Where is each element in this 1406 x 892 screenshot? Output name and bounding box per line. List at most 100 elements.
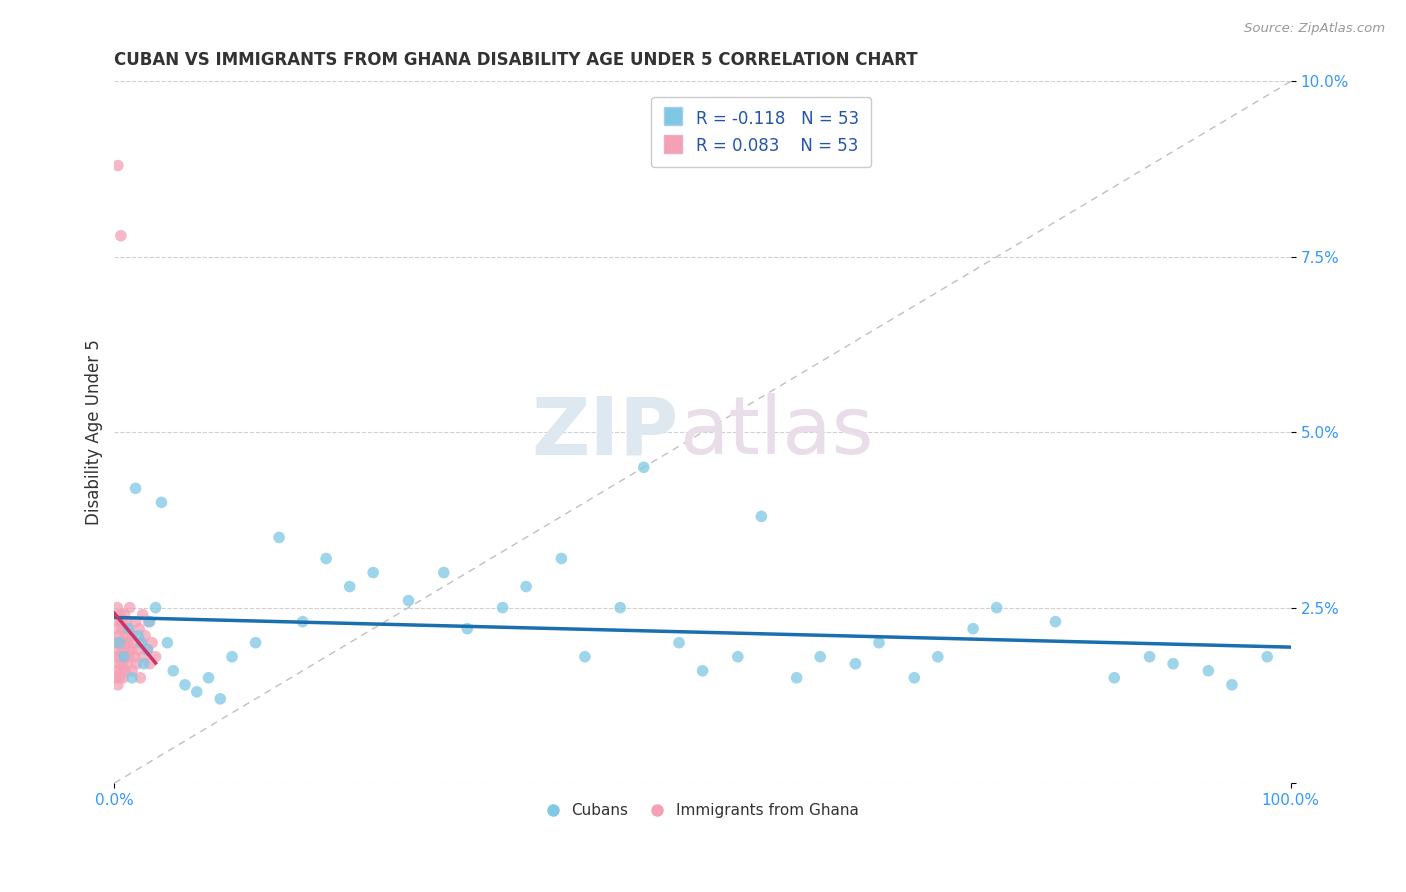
Point xyxy=(107,636,129,650)
Point xyxy=(162,664,184,678)
Point xyxy=(121,629,143,643)
Point xyxy=(108,657,131,671)
Point xyxy=(515,580,537,594)
Point xyxy=(138,615,160,629)
Point xyxy=(110,615,132,629)
Point xyxy=(127,642,149,657)
Point xyxy=(107,615,129,629)
Point xyxy=(145,600,167,615)
Point xyxy=(114,664,136,678)
Point xyxy=(110,636,132,650)
Point xyxy=(117,649,139,664)
Point xyxy=(117,622,139,636)
Point xyxy=(141,636,163,650)
Point xyxy=(986,600,1008,615)
Point xyxy=(120,642,142,657)
Point xyxy=(127,629,149,643)
Point xyxy=(609,600,631,615)
Point xyxy=(134,629,156,643)
Point xyxy=(132,657,155,671)
Point xyxy=(117,657,139,671)
Point xyxy=(105,664,128,678)
Point xyxy=(550,551,572,566)
Point xyxy=(107,159,129,173)
Point xyxy=(339,580,361,594)
Point xyxy=(107,678,129,692)
Point xyxy=(962,622,984,636)
Point xyxy=(456,622,478,636)
Point xyxy=(398,593,420,607)
Point xyxy=(315,551,337,566)
Point xyxy=(115,615,138,629)
Point xyxy=(1104,671,1126,685)
Point xyxy=(112,636,135,650)
Point xyxy=(1139,649,1161,664)
Y-axis label: Disability Age Under 5: Disability Age Under 5 xyxy=(86,339,103,525)
Point xyxy=(112,649,135,664)
Point xyxy=(808,649,831,664)
Point xyxy=(692,664,714,678)
Point xyxy=(118,600,141,615)
Point xyxy=(104,671,127,685)
Point xyxy=(1256,649,1278,664)
Point xyxy=(105,600,128,615)
Point xyxy=(112,649,135,664)
Point xyxy=(128,622,150,636)
Point xyxy=(156,636,179,650)
Point xyxy=(291,615,314,629)
Point xyxy=(245,636,267,650)
Point xyxy=(110,228,132,243)
Point xyxy=(209,691,232,706)
Point xyxy=(751,509,773,524)
Point xyxy=(221,649,243,664)
Point xyxy=(115,642,138,657)
Point xyxy=(927,649,949,664)
Point xyxy=(124,649,146,664)
Point xyxy=(110,607,132,622)
Point xyxy=(668,636,690,650)
Point xyxy=(124,481,146,495)
Point xyxy=(110,649,132,664)
Point xyxy=(197,671,219,685)
Point xyxy=(114,629,136,643)
Point xyxy=(269,531,291,545)
Point xyxy=(117,622,139,636)
Point xyxy=(132,649,155,664)
Point xyxy=(633,460,655,475)
Point xyxy=(131,607,153,622)
Point xyxy=(1161,657,1184,671)
Point xyxy=(112,607,135,622)
Text: ZIP: ZIP xyxy=(531,393,679,471)
Point xyxy=(124,615,146,629)
Point xyxy=(125,657,148,671)
Point xyxy=(868,636,890,650)
Point xyxy=(108,636,131,650)
Point xyxy=(150,495,173,509)
Point xyxy=(108,671,131,685)
Point xyxy=(105,622,128,636)
Point xyxy=(122,636,145,650)
Point xyxy=(108,629,131,643)
Point xyxy=(1197,664,1219,678)
Point xyxy=(105,649,128,664)
Point xyxy=(121,671,143,685)
Point xyxy=(111,642,134,657)
Point xyxy=(136,642,159,657)
Text: CUBAN VS IMMIGRANTS FROM GHANA DISABILITY AGE UNDER 5 CORRELATION CHART: CUBAN VS IMMIGRANTS FROM GHANA DISABILIT… xyxy=(114,51,918,69)
Text: atlas: atlas xyxy=(679,393,873,471)
Point xyxy=(131,636,153,650)
Point xyxy=(727,649,749,664)
Point xyxy=(361,566,384,580)
Point xyxy=(574,649,596,664)
Text: Source: ZipAtlas.com: Source: ZipAtlas.com xyxy=(1244,22,1385,36)
Point xyxy=(138,657,160,671)
Point xyxy=(121,664,143,678)
Point xyxy=(111,622,134,636)
Point xyxy=(186,685,208,699)
Point xyxy=(117,636,139,650)
Point xyxy=(433,566,456,580)
Point xyxy=(138,615,160,629)
Point xyxy=(105,636,128,650)
Point xyxy=(107,642,129,657)
Point xyxy=(844,657,866,671)
